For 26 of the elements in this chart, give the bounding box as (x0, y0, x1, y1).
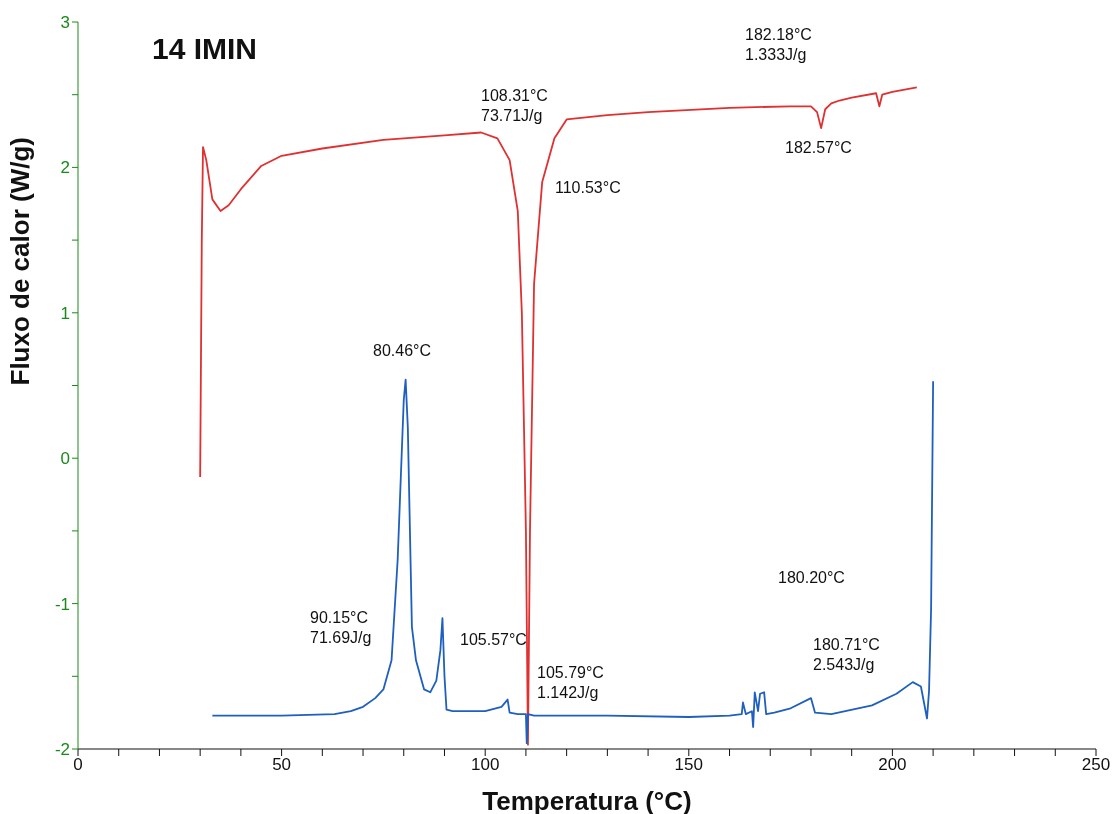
x-tick-label: 200 (878, 755, 907, 775)
annotation: 14 IMIN (152, 32, 258, 66)
annotation: 180.71°C 2.543J/g (813, 635, 880, 675)
y-tick-label: 2 (60, 158, 70, 178)
line-series (211, 378, 935, 745)
y-tick-label: 1 (60, 303, 70, 323)
y-axis-title: Fluxo de calor (W/g) (5, 137, 36, 386)
line-series (199, 86, 918, 746)
annotation: 180.20°C (778, 568, 845, 588)
y-tick-label: -2 (54, 740, 70, 760)
annotation: 182.57°C (785, 138, 852, 158)
x-tick-label: 150 (674, 755, 703, 775)
x-tick-label: 100 (471, 755, 500, 775)
x-tick-label: 250 (1081, 755, 1111, 775)
annotation: 110.53°C (555, 178, 621, 198)
annotation: 80.46°C (373, 341, 431, 361)
y-tick-label: 3 (60, 13, 70, 33)
annotation: 182.18°C 1.333J/g (745, 25, 812, 65)
y-tick-label: -1 (54, 594, 70, 614)
annotation: 105.79°C 1.142J/g (537, 663, 604, 703)
x-tick-label: 0 (73, 755, 83, 775)
x-tick-label: 50 (272, 755, 292, 775)
annotation: 108.31°C 73.71J/g (481, 86, 548, 126)
y-tick-label: 0 (60, 449, 70, 469)
annotation: 90.15°C 71.69J/g (310, 608, 372, 648)
annotation: 105.57°C (460, 630, 527, 650)
